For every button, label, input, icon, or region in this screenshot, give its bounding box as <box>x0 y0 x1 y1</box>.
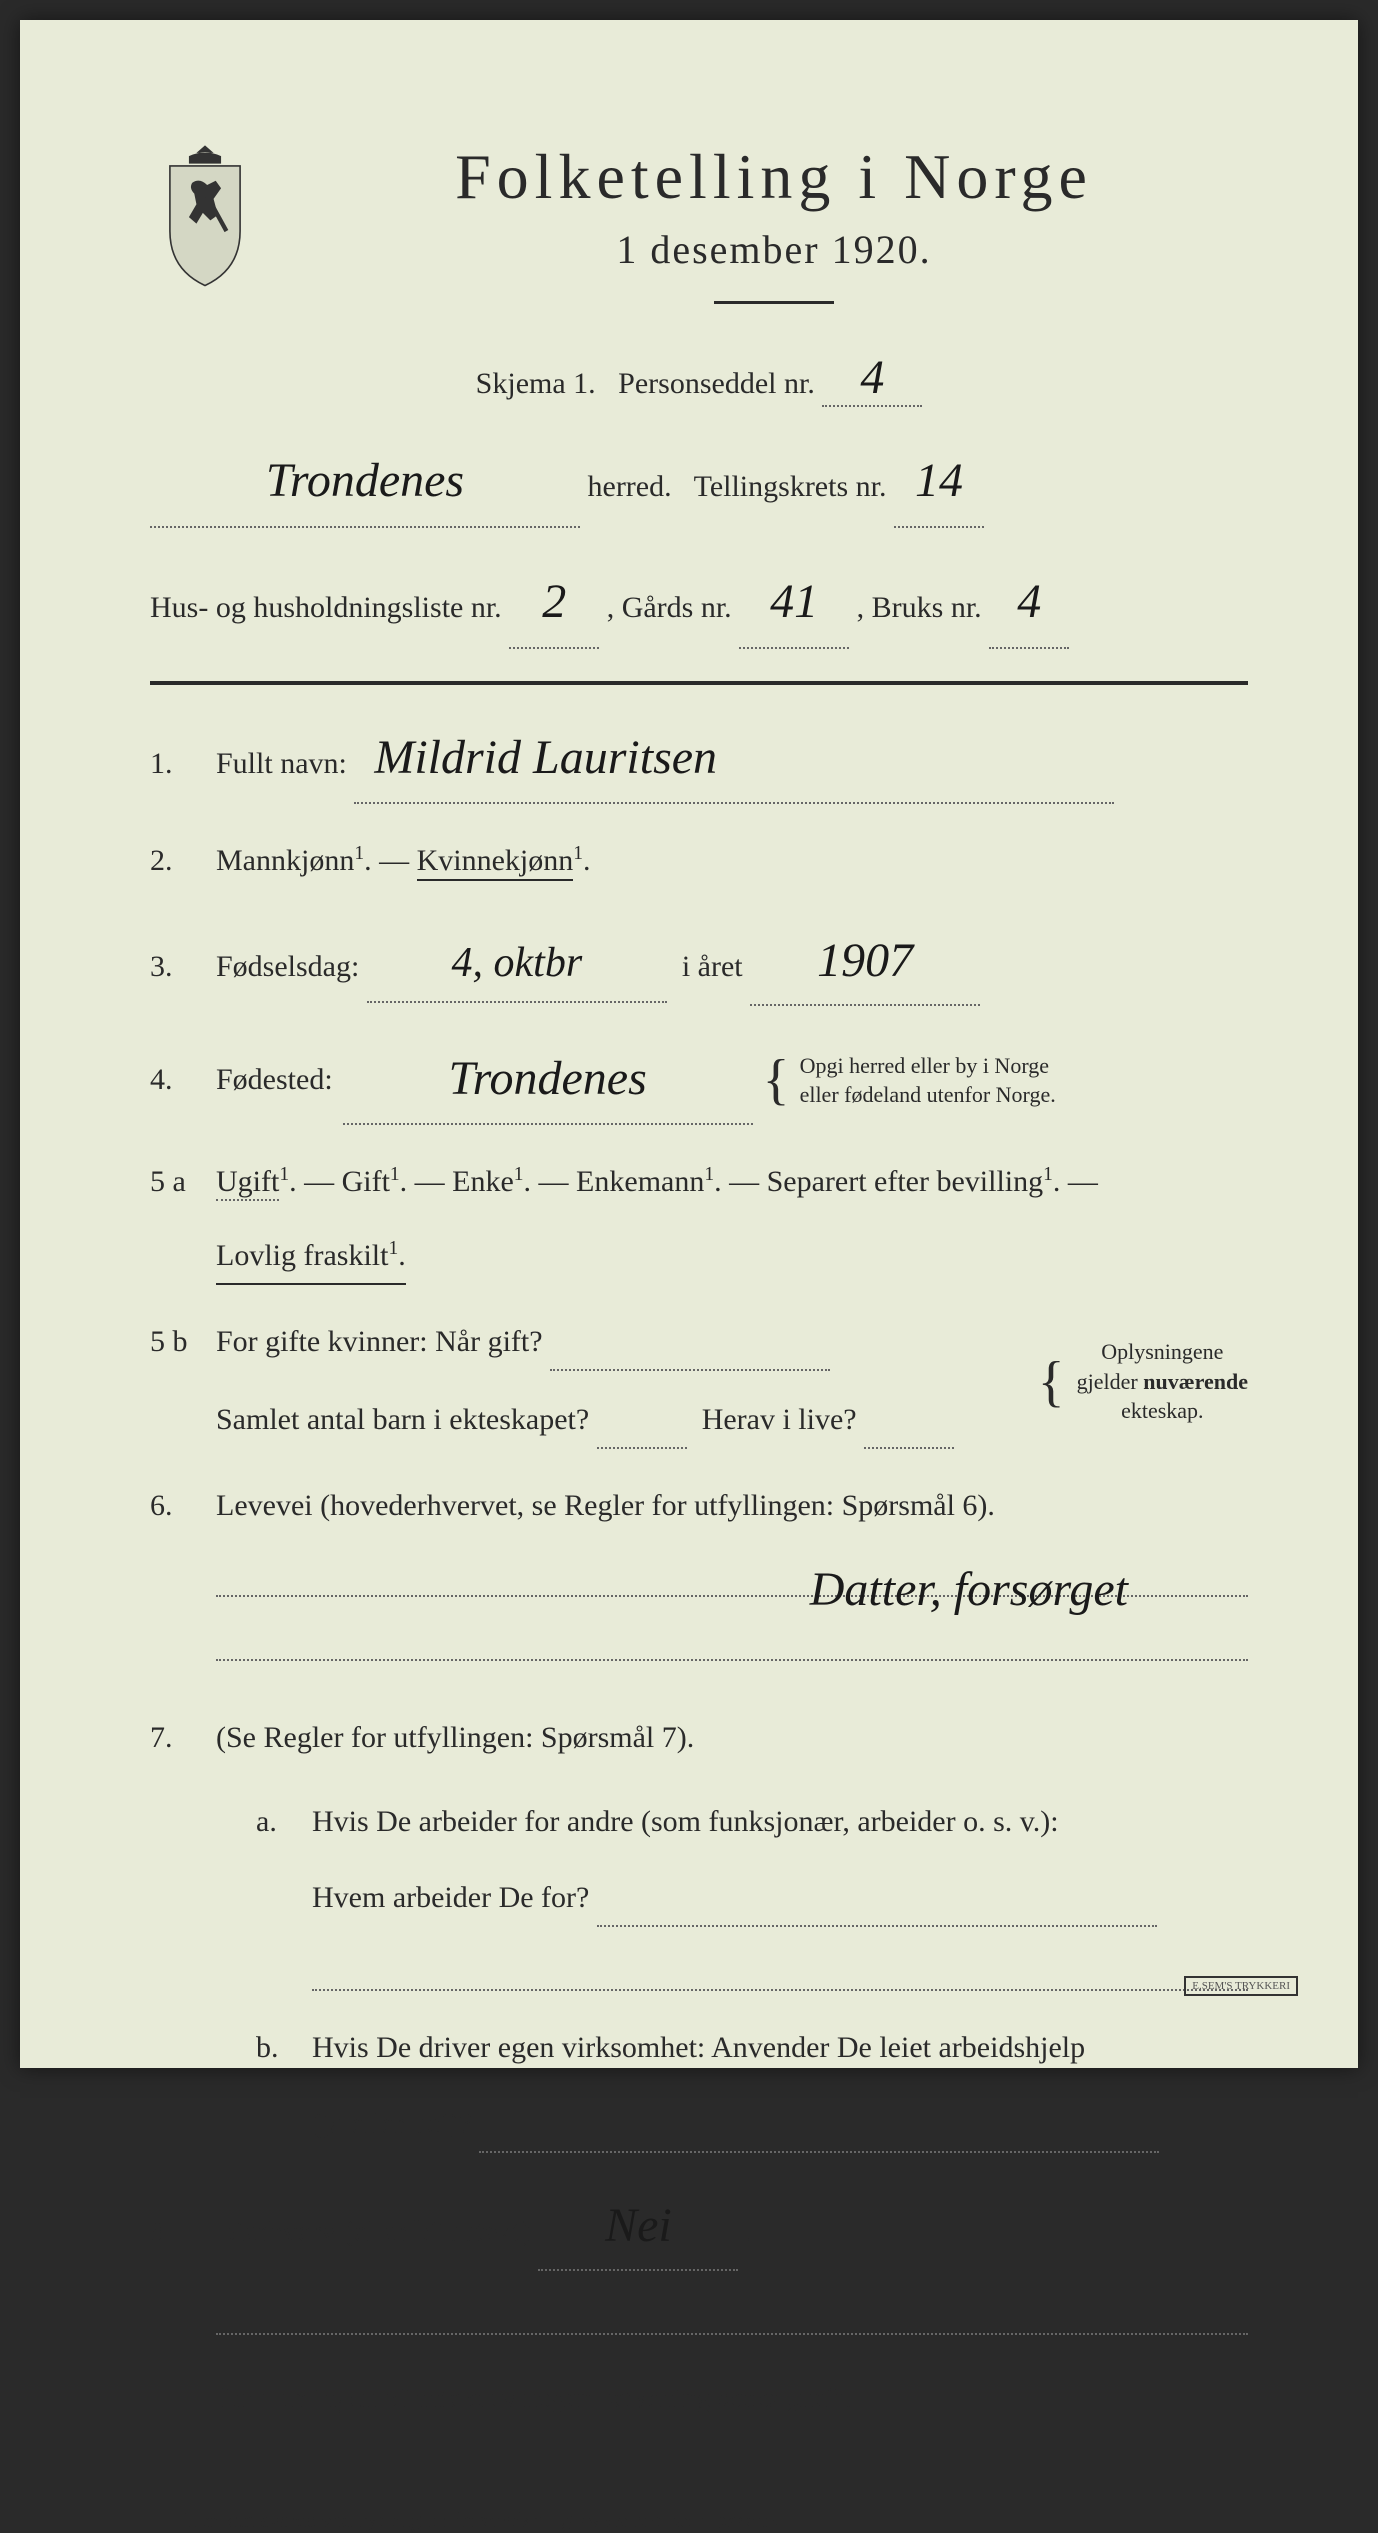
q4: 4. Fødested: Trondenes { Opgi herred ell… <box>150 1036 1248 1124</box>
q7a: a. Hvis De arbeider for andre (som funks… <box>256 1795 1248 1991</box>
q3-year: 1907 <box>817 918 913 1004</box>
q3-mid: i året <box>682 950 743 983</box>
header: Folketelling i Norge 1 desember 1920. <box>150 140 1248 304</box>
foot1: Har man ingen biinntekt av nogen betydni… <box>210 2371 1248 2415</box>
q3: 3. Fødselsdag: 4, oktbr i året 1907 <box>150 918 1248 1006</box>
q7-num: 7. <box>150 1711 196 1765</box>
q7a-text: Hvis De arbeider for andre (som funksjon… <box>312 1805 1059 1838</box>
q8-label: Bierhverv (eller biinntekt) <box>216 2215 531 2252</box>
q7-label: (Se Regler for utfyllingen: Spørsmål 7). <box>216 1721 694 1754</box>
coat-of-arms-icon <box>150 140 260 290</box>
q2-opt1: Mannkjønn <box>216 844 354 877</box>
q5a-line2: Lovlig fraskilt1. <box>216 1229 406 1285</box>
herred-label: herred. <box>588 470 672 503</box>
schema-label: Skjema 1. <box>476 367 596 400</box>
q5b-label3: Herav i live? <box>702 1403 857 1436</box>
q6-label: Levevei (hovederhvervet, se Regler for u… <box>216 1489 995 1522</box>
q7b-text: Hvis De driver egen virksomhet: Anvender… <box>312 2031 1085 2064</box>
krets-label: Tellingskrets nr. <box>694 470 887 503</box>
hushold-label: Hus- og husholdningsliste nr. <box>150 591 502 624</box>
q2-opt2: Kvinnekjønn <box>417 844 574 881</box>
q4-note: Opgi herred eller by i Norge eller fødel… <box>800 1051 1056 1110</box>
main-title: Folketelling i Norge <box>300 140 1248 214</box>
q2-sup1: 1 <box>354 843 364 864</box>
q4-num: 4. <box>150 1053 196 1107</box>
q7a-text2: Hvem arbeider De for? <box>312 1881 589 1914</box>
q1-value: Mildrid Lauritsen <box>374 715 717 801</box>
q5b-num: 5 b <box>150 1315 196 1369</box>
subtitle: 1 desember 1920. <box>300 226 1248 273</box>
q6-num: 6. <box>150 1479 196 1533</box>
q3-day: 4, oktbr <box>452 926 583 1002</box>
q7a-num: a. <box>256 1795 292 1849</box>
footnote-rule <box>150 2445 330 2447</box>
herred-value: Trondenes <box>266 435 464 526</box>
q7b-text2: (ja eller nei)? <box>312 2107 472 2140</box>
hushold-line: Hus- og husholdningsliste nr. 2 , Gårds … <box>150 556 1248 649</box>
footnote: 1 Her kan svares ved tydelig understrekn… <box>150 2507 1248 2533</box>
gards-nr: 41 <box>770 556 818 647</box>
herred-line: Trondenes herred. Tellingskrets nr. 14 <box>150 435 1248 528</box>
q6: 6. Levevei (hovederhvervet, se Regler fo… <box>150 1479 1248 1661</box>
q5a: 5 a Ugift1. — Gift1. — Enke1. — Enkemann… <box>150 1155 1248 1285</box>
person-nr: 4 <box>860 350 884 405</box>
title-block: Folketelling i Norge 1 desember 1920. <box>300 140 1248 304</box>
q5b-label2: Samlet antal barn i ekteskapet? <box>216 1403 589 1436</box>
q7a-blank <box>312 1941 1248 1991</box>
census-form: Folketelling i Norge 1 desember 1920. Sk… <box>20 20 1358 2068</box>
q1-label: Fullt navn: <box>216 747 347 780</box>
q3-num: 3. <box>150 940 196 994</box>
rule-1 <box>150 681 1248 685</box>
foot-num: 1 <box>161 2507 168 2523</box>
q5b-label1: For gifte kvinner: Når gift? <box>216 1325 543 1358</box>
q7: 7. (Se Regler for utfyllingen: Spørsmål … <box>150 1711 1248 2153</box>
gards-label: , Gårds nr. <box>607 591 732 624</box>
q8-blank <box>216 2285 1248 2335</box>
printer-stamp: E.SEM'S TRYKKERI <box>1184 1976 1298 1996</box>
q7b: b. Hvis De driver egen virksomhet: Anven… <box>256 2021 1248 2153</box>
q5b: 5 b For gifte kvinner: Når gift? Samlet … <box>150 1315 1248 1449</box>
q1-num: 1. <box>150 737 196 791</box>
q6-value: Datter, forsørget <box>810 1547 1128 1633</box>
q1: 1. Fullt navn: Mildrid Lauritsen <box>150 715 1248 803</box>
schema-line: Skjema 1. Personseddel nr. 4 <box>150 350 1248 407</box>
title-rule <box>714 301 834 304</box>
q8-num: 8. <box>150 2205 196 2259</box>
q2-num: 2. <box>150 834 196 888</box>
q2: 2. Mannkjønn1. — Kvinnekjønn1. <box>150 834 1248 888</box>
bruks-nr: 4 <box>1017 556 1041 647</box>
person-label: Personseddel nr. <box>618 367 815 400</box>
q2-sep: — <box>379 844 417 877</box>
q3-label: Fødselsdag: <box>216 950 359 983</box>
q4-label: Fødested: <box>216 1053 333 1107</box>
q8-value: Nei <box>605 2183 672 2269</box>
q4-value: Trondenes <box>449 1036 647 1122</box>
q8: 8. Bierhverv (eller biinntekt) Nei . <box>150 2183 1248 2335</box>
bruks-label: , Bruks nr. <box>857 591 982 624</box>
q5a-num: 5 a <box>150 1155 196 1209</box>
krets-nr: 14 <box>915 435 963 526</box>
q2-sup2: 1 <box>573 843 583 864</box>
hushold-nr: 2 <box>542 556 566 647</box>
q5b-note: Oplysningene gjelder nuværende ekteskap. <box>1077 1337 1248 1426</box>
